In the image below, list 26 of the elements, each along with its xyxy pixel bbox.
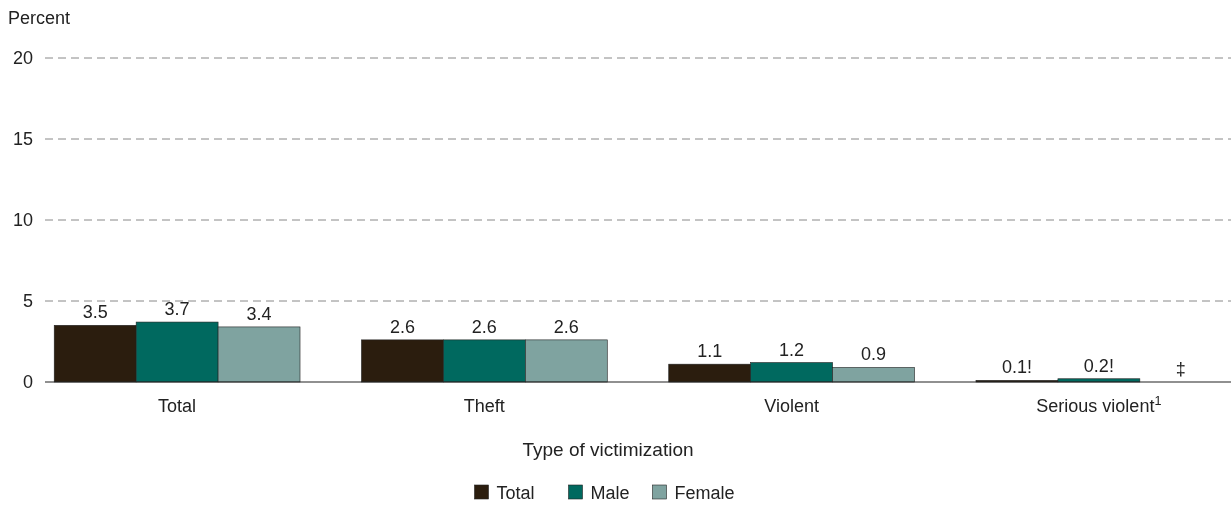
data-label: 3.5 bbox=[82, 302, 108, 323]
data-label: 1.1 bbox=[697, 341, 723, 362]
legend-label: Female bbox=[674, 483, 735, 503]
y-tick-label: 15 bbox=[12, 129, 33, 149]
x-axis-title: Type of victimization bbox=[522, 439, 694, 460]
y-tick-label: 20 bbox=[12, 48, 33, 68]
legend-label: Total bbox=[496, 483, 535, 503]
data-label: 2.6 bbox=[553, 316, 579, 337]
x-tick-label: Theft bbox=[463, 396, 505, 416]
data-label: 0.1! bbox=[1001, 357, 1032, 378]
y-tick-label: 5 bbox=[22, 291, 33, 311]
x-tick-label: Serious violent$^{1}$ bbox=[1036, 394, 1162, 416]
x-tick-label: Total bbox=[158, 396, 197, 416]
data-label: 0.9 bbox=[861, 344, 887, 365]
data-label: 3.4 bbox=[246, 303, 272, 324]
data-label: 0.2! bbox=[1083, 355, 1114, 376]
data-label: 2.6 bbox=[389, 316, 415, 337]
text: ‡ bbox=[1175, 359, 1186, 379]
y-tick-label: 0 bbox=[22, 372, 33, 392]
x-tick-label: Violent bbox=[764, 396, 819, 416]
data-label: 3.7 bbox=[164, 299, 190, 320]
data-label: 2.6 bbox=[471, 316, 497, 337]
legend-label: Male bbox=[590, 483, 630, 503]
y-axis-title: Percent bbox=[8, 8, 71, 28]
y-tick-label: 10 bbox=[12, 210, 33, 230]
data-label: 1.2 bbox=[779, 339, 805, 360]
